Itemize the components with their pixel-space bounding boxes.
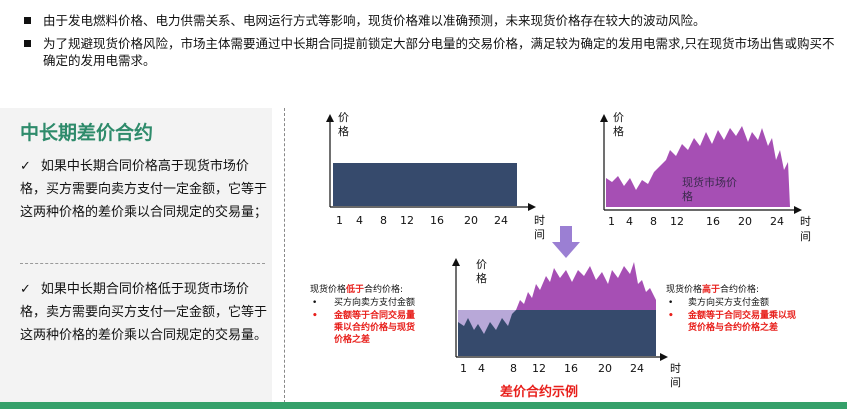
tick-label: 4 bbox=[356, 214, 363, 227]
point-1: ✓ 如果中长期合同价格高于现货市场价格，买方需要向卖方支付一定金额，它等于这两种价… bbox=[20, 155, 270, 224]
left-note-highlight: 低于 bbox=[345, 283, 364, 295]
y-axis-label: 格 bbox=[476, 271, 487, 285]
tick-label: 20 bbox=[464, 214, 478, 227]
left-annotation: 现货价格低于合约价格: • 买方向卖方支付金额 • 金额等于合同交易量 乘以合约… bbox=[310, 283, 415, 345]
right-annotation: 现货价格高于合约价格: • 卖方向买方支付金额 • 金额等于合同交易量乘以现 货… bbox=[666, 283, 796, 333]
x-axis-label: 时 bbox=[670, 362, 681, 375]
tick-label: 12 bbox=[670, 215, 684, 228]
check-icon: ✓ bbox=[20, 282, 31, 297]
left-note-item2: 价格之差 bbox=[334, 333, 370, 345]
tick-label: 16 bbox=[430, 214, 444, 227]
tick-label: 1 bbox=[460, 362, 467, 375]
tick-label: 16 bbox=[706, 215, 720, 228]
y-axis-label: 格 bbox=[338, 124, 349, 138]
spot-above-area bbox=[516, 262, 656, 310]
bullet-item: 由于发电燃料价格、电力供需关系、电网运行方式等影响，现货价格难以准确预测，未来现… bbox=[18, 12, 838, 29]
x-axis-arrow-icon bbox=[794, 206, 802, 214]
bullet-dot: • bbox=[668, 311, 674, 321]
point-text: 如果中长期合同价格低于现货市场价格，卖方需要向买方支付一定金额，它等于这两种价格… bbox=[20, 282, 268, 343]
spot-price-chart: 现货市场价 格 价 格 1 4 8 12 16 20 24 时 间 bbox=[600, 111, 811, 243]
left-note-item1: 买方向卖方支付金额 bbox=[334, 296, 415, 308]
x-axis-arrow-icon bbox=[660, 353, 668, 361]
y-axis-label: 价 bbox=[476, 258, 487, 271]
divider bbox=[20, 263, 265, 264]
tick-label: 24 bbox=[494, 214, 508, 227]
x-axis-label: 间 bbox=[800, 230, 811, 243]
square-bullet-icon bbox=[24, 40, 31, 47]
bottom-accent-bar bbox=[0, 402, 847, 409]
diagram-caption: 差价合约示例 bbox=[500, 384, 578, 400]
square-bullet-icon bbox=[24, 17, 31, 24]
right-note-item1: 卖方向买方支付金额 bbox=[688, 296, 769, 308]
left-note-heading: 现货价格低于合约价格: bbox=[310, 283, 403, 295]
spot-price-area bbox=[606, 126, 790, 207]
right-note-suffix: 合约价格: bbox=[720, 283, 759, 295]
bullet-dot: • bbox=[668, 298, 673, 308]
bullet-dot: • bbox=[312, 298, 317, 308]
right-note-item2: 金额等于合同交易量乘以现 bbox=[687, 309, 796, 321]
x-axis-label: 间 bbox=[670, 376, 681, 389]
right-note-item2: 货价格与合约价格之差 bbox=[688, 321, 778, 333]
bullet-dot: • bbox=[312, 311, 318, 321]
left-panel bbox=[0, 108, 272, 409]
left-note-item2: 金额等于合同交易量 bbox=[333, 309, 415, 321]
right-note-prefix: 现货价格 bbox=[666, 283, 702, 295]
y-axis-arrow-icon bbox=[326, 114, 334, 122]
x-axis-arrow-icon bbox=[528, 203, 536, 211]
difference-contract-chart: 价 格 1 4 8 12 16 20 24 时 间 bbox=[452, 258, 681, 389]
point-text: 如果中长期合同价格高于现货市场价格，买方需要向卖方支付一定金额，它等于这两种价格… bbox=[20, 159, 268, 220]
y-axis-arrow-icon bbox=[452, 258, 460, 266]
tick-label: 20 bbox=[738, 215, 752, 228]
x-axis-label: 间 bbox=[534, 228, 545, 241]
right-note-heading: 现货价格高于合约价格: bbox=[666, 283, 759, 295]
x-axis-label: 时 bbox=[534, 214, 545, 227]
tick-label: 12 bbox=[532, 362, 546, 375]
y-axis-label: 价 bbox=[338, 111, 349, 124]
vertical-divider bbox=[284, 108, 285, 403]
point-2: ✓ 如果中长期合同价格低于现货市场价格，卖方需要向买方支付一定金额，它等于这两种价… bbox=[20, 278, 270, 347]
contract-price-chart: 价 格 1 4 8 12 16 20 24 时 间 bbox=[326, 111, 545, 241]
tick-label: 8 bbox=[510, 362, 517, 375]
bullet-item: 为了规避现货价格风险，市场主体需要通过中长期合同提前锁定大部分电量的交易价格，满… bbox=[18, 35, 838, 69]
spot-price-label: 格 bbox=[682, 189, 693, 203]
down-arrow-icon bbox=[552, 226, 580, 258]
tick-label: 24 bbox=[770, 215, 784, 228]
section-title: 中长期差价合约 bbox=[20, 122, 154, 144]
tick-label: 16 bbox=[564, 362, 578, 375]
tick-label: 20 bbox=[598, 362, 612, 375]
tick-label: 4 bbox=[626, 215, 633, 228]
tick-label: 12 bbox=[400, 214, 414, 227]
left-note-suffix: 合约价格: bbox=[364, 283, 403, 295]
right-note-highlight: 高于 bbox=[702, 283, 720, 295]
left-note-item2: 乘以合约价格与现货 bbox=[333, 321, 415, 333]
y-axis-label: 格 bbox=[613, 124, 624, 138]
bullet-text: 由于发电燃料价格、电力供需关系、电网运行方式等影响，现货价格难以准确预测，未来现… bbox=[43, 13, 706, 28]
tick-label: 24 bbox=[630, 362, 644, 375]
bullet-text: 为了规避现货价格风险，市场主体需要通过中长期合同提前锁定大部分电量的交易价格，满… bbox=[43, 36, 835, 68]
tick-label: 4 bbox=[478, 362, 485, 375]
y-axis-label: 价 bbox=[613, 111, 624, 124]
tick-label: 8 bbox=[380, 214, 387, 227]
left-note-prefix: 现货价格 bbox=[310, 283, 346, 295]
spot-price-label: 现货市场价 bbox=[682, 175, 737, 189]
contract-price-block bbox=[333, 163, 517, 206]
y-axis-arrow-icon bbox=[600, 114, 608, 122]
spot-below-area bbox=[458, 310, 516, 334]
tick-label: 1 bbox=[336, 214, 343, 227]
x-axis-label: 时 bbox=[800, 215, 811, 228]
tick-label: 1 bbox=[608, 215, 615, 228]
bullet-list: 由于发电燃料价格、电力供需关系、电网运行方式等影响，现货价格难以准确预测，未来现… bbox=[18, 12, 838, 75]
check-icon: ✓ bbox=[20, 159, 31, 174]
tick-label: 8 bbox=[650, 215, 657, 228]
